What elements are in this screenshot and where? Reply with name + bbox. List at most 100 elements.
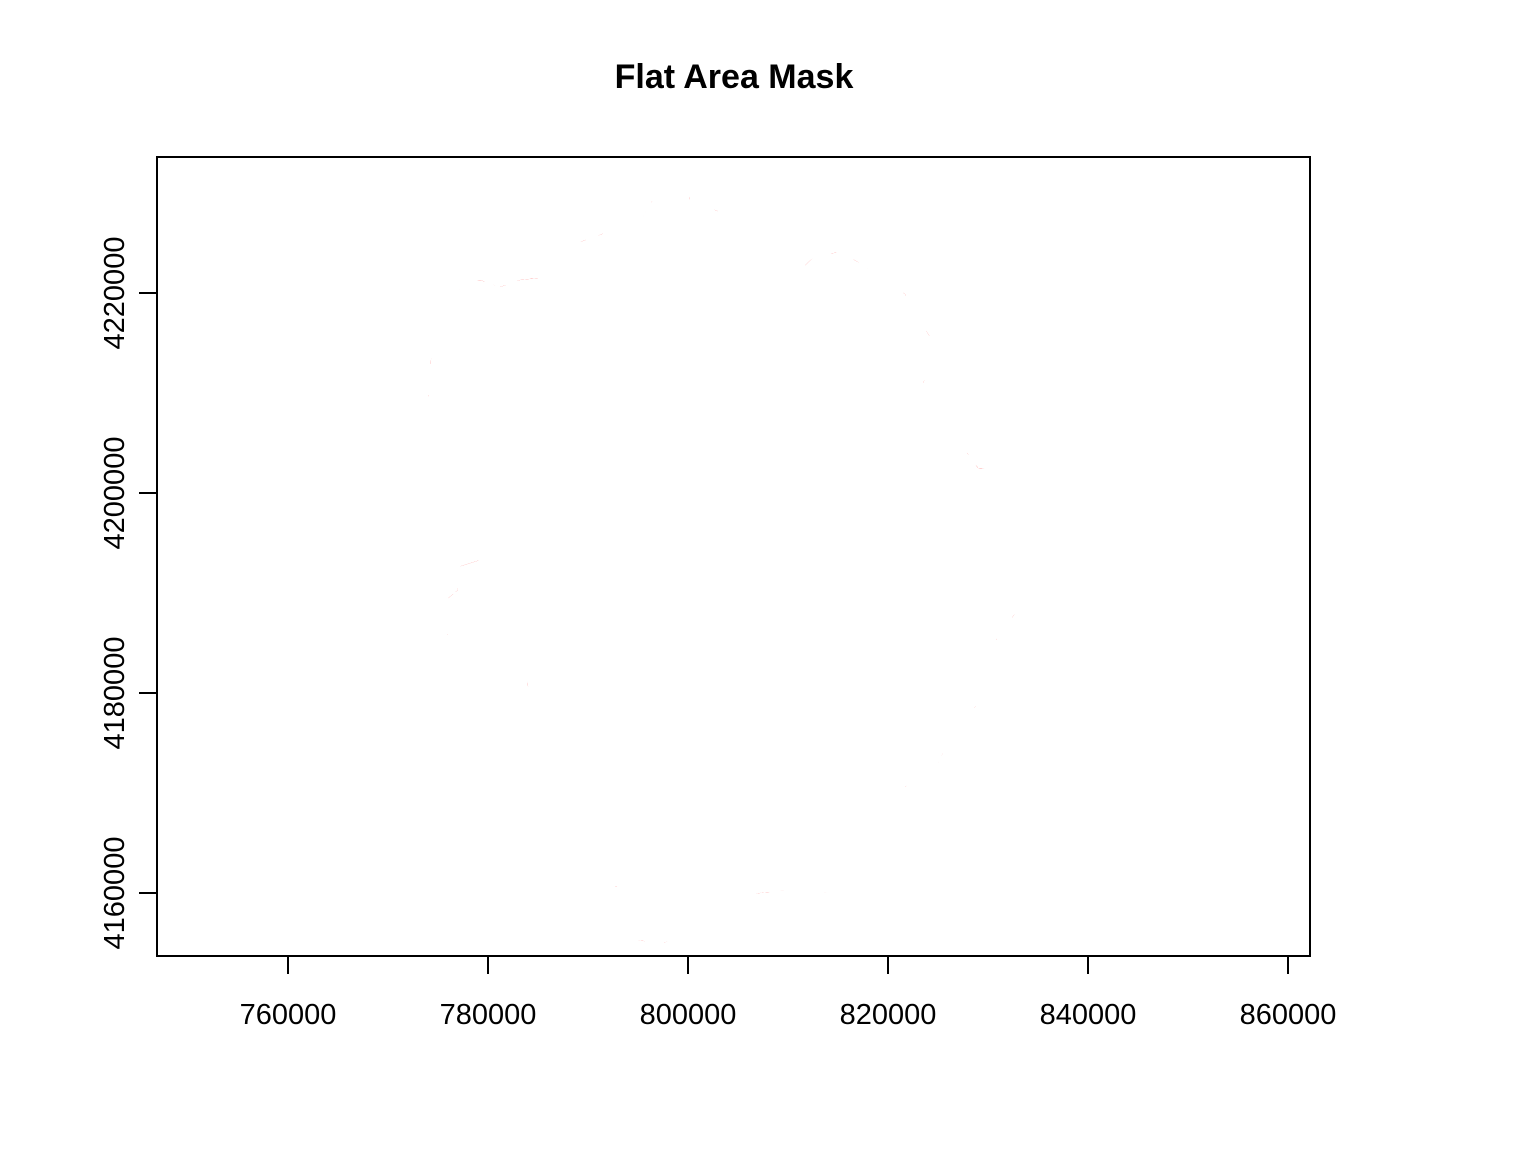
mask-speck bbox=[479, 217, 486, 223]
mask-speck bbox=[975, 413, 980, 419]
mask-speck bbox=[533, 938, 538, 943]
mask-speck bbox=[447, 807, 455, 814]
mask-speck bbox=[816, 904, 824, 910]
mask-speck bbox=[924, 936, 934, 943]
mask-speck bbox=[579, 897, 587, 903]
mask-speck bbox=[917, 208, 924, 216]
mask-speck bbox=[594, 812, 601, 819]
mask-speck bbox=[1024, 517, 1030, 523]
mask-speck bbox=[579, 202, 585, 210]
mask-speck bbox=[945, 374, 952, 384]
mask-speck bbox=[602, 890, 609, 896]
mask-speck bbox=[1020, 290, 1028, 298]
mask-speck bbox=[591, 203, 601, 215]
mask-speck bbox=[800, 206, 807, 213]
mask-speck bbox=[432, 792, 438, 795]
mask-speck bbox=[430, 199, 437, 206]
mask-speck bbox=[616, 201, 626, 208]
mask-speck bbox=[428, 865, 432, 870]
mask-speck bbox=[1019, 444, 1026, 450]
mask-speck bbox=[590, 182, 597, 189]
mask-speck bbox=[587, 924, 593, 930]
mask-speck bbox=[795, 919, 800, 929]
mask-speck bbox=[924, 808, 931, 815]
mask-speck bbox=[991, 715, 999, 724]
mask-speck bbox=[931, 373, 938, 379]
mask-speck bbox=[859, 206, 865, 211]
mask-speck bbox=[907, 846, 914, 851]
mask-speck bbox=[819, 907, 825, 913]
mask-speck bbox=[513, 808, 522, 819]
mask-speck bbox=[518, 904, 528, 909]
mask-speck bbox=[483, 270, 489, 277]
mask-speck bbox=[485, 230, 493, 235]
mask-speck bbox=[976, 388, 982, 393]
mask-speck bbox=[783, 937, 789, 943]
mask-speck bbox=[905, 268, 912, 278]
mask-speck bbox=[496, 909, 503, 915]
mask-speck bbox=[539, 924, 549, 930]
mask-speck bbox=[434, 264, 439, 275]
mask-speck bbox=[967, 723, 975, 731]
mask-speck bbox=[1021, 450, 1026, 454]
mask-speck bbox=[1013, 315, 1022, 321]
mask-speck bbox=[824, 892, 829, 898]
mask-speck bbox=[508, 872, 514, 879]
mask-speck bbox=[939, 797, 945, 803]
mask-speck bbox=[1019, 391, 1026, 395]
mask-speck bbox=[955, 282, 966, 290]
mask-speck bbox=[947, 841, 952, 848]
mask-speck bbox=[1016, 670, 1028, 677]
mask-speck bbox=[1025, 796, 1036, 807]
mask-speck bbox=[820, 241, 828, 249]
mask-speck bbox=[541, 183, 544, 186]
map-title: Flat Area Mask bbox=[614, 58, 854, 96]
mask-speck bbox=[961, 818, 967, 825]
mask-speck bbox=[898, 863, 908, 876]
mask-speck bbox=[1035, 898, 1036, 905]
mask-speck bbox=[867, 875, 873, 881]
mask-speck bbox=[1017, 449, 1022, 453]
x-tick: 760000 bbox=[240, 956, 336, 1031]
mask-speck bbox=[996, 827, 1002, 834]
mask-speck bbox=[470, 709, 477, 715]
mask-speck bbox=[653, 180, 660, 187]
mask-speck bbox=[771, 907, 776, 914]
mask-speck bbox=[497, 757, 505, 768]
mask-speck bbox=[582, 196, 590, 204]
mask-speck bbox=[973, 334, 985, 342]
mask-speck bbox=[947, 338, 958, 347]
mask-speck bbox=[998, 374, 1007, 377]
mask-speck bbox=[460, 850, 471, 856]
mask-speck bbox=[484, 703, 493, 712]
mask-speck bbox=[964, 337, 968, 344]
mask-speck bbox=[439, 849, 446, 856]
mask-speck bbox=[1017, 679, 1022, 684]
y-tick: 4160000 bbox=[99, 837, 157, 949]
mask-speck bbox=[936, 783, 944, 791]
mask-speck bbox=[927, 304, 931, 309]
mask-speck bbox=[960, 851, 966, 860]
mask-speck bbox=[487, 748, 496, 757]
mask-speck bbox=[939, 776, 947, 786]
mask-speck bbox=[505, 721, 513, 729]
mask-speck bbox=[454, 897, 457, 901]
mask-speck bbox=[844, 176, 852, 180]
mask-speck bbox=[987, 190, 994, 197]
mask-speck bbox=[904, 182, 907, 185]
mask-speck bbox=[945, 767, 955, 778]
mask-speck bbox=[922, 245, 930, 253]
mask-speck bbox=[955, 206, 962, 213]
mask-speck bbox=[484, 196, 488, 201]
mask-speck bbox=[1014, 778, 1024, 785]
mask-speck bbox=[966, 221, 973, 229]
mask-speck bbox=[962, 720, 974, 732]
mask-speck bbox=[439, 936, 447, 943]
mask-speck bbox=[563, 239, 572, 250]
mask-speck bbox=[1019, 457, 1024, 464]
mask-speck bbox=[791, 894, 797, 899]
mask-speck bbox=[564, 778, 570, 785]
mask-speck bbox=[960, 298, 969, 303]
x-tick: 860000 bbox=[1240, 956, 1336, 1031]
